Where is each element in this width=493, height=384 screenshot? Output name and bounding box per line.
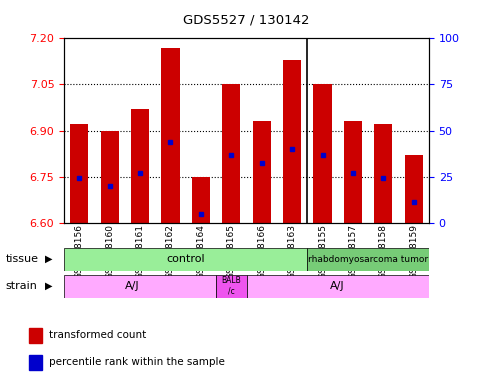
Bar xyxy=(216,275,246,298)
Text: transformed count: transformed count xyxy=(49,331,146,341)
Text: strain: strain xyxy=(6,281,38,291)
Bar xyxy=(252,121,271,223)
Bar xyxy=(29,355,42,370)
Text: control: control xyxy=(166,254,205,264)
Bar xyxy=(29,328,42,343)
Bar xyxy=(64,275,216,298)
Text: A/J: A/J xyxy=(330,281,345,291)
Text: ▶: ▶ xyxy=(45,254,53,264)
Text: tissue: tissue xyxy=(6,254,39,264)
Text: A/J: A/J xyxy=(125,281,140,291)
Text: ▶: ▶ xyxy=(45,281,53,291)
Text: GDS5527 / 130142: GDS5527 / 130142 xyxy=(183,13,310,26)
Text: percentile rank within the sample: percentile rank within the sample xyxy=(49,358,225,367)
Bar xyxy=(246,275,429,298)
Bar xyxy=(64,248,307,271)
Bar xyxy=(405,155,423,223)
Text: BALB
/c: BALB /c xyxy=(221,276,241,296)
Bar xyxy=(222,84,241,223)
Bar xyxy=(374,124,392,223)
Bar xyxy=(283,60,301,223)
Text: rhabdomyosarcoma tumor: rhabdomyosarcoma tumor xyxy=(308,255,428,264)
Bar xyxy=(344,121,362,223)
Bar xyxy=(161,48,179,223)
Bar xyxy=(307,248,429,271)
Bar xyxy=(131,109,149,223)
Bar xyxy=(70,124,88,223)
Bar xyxy=(314,84,332,223)
Bar xyxy=(192,177,210,223)
Bar xyxy=(101,131,119,223)
